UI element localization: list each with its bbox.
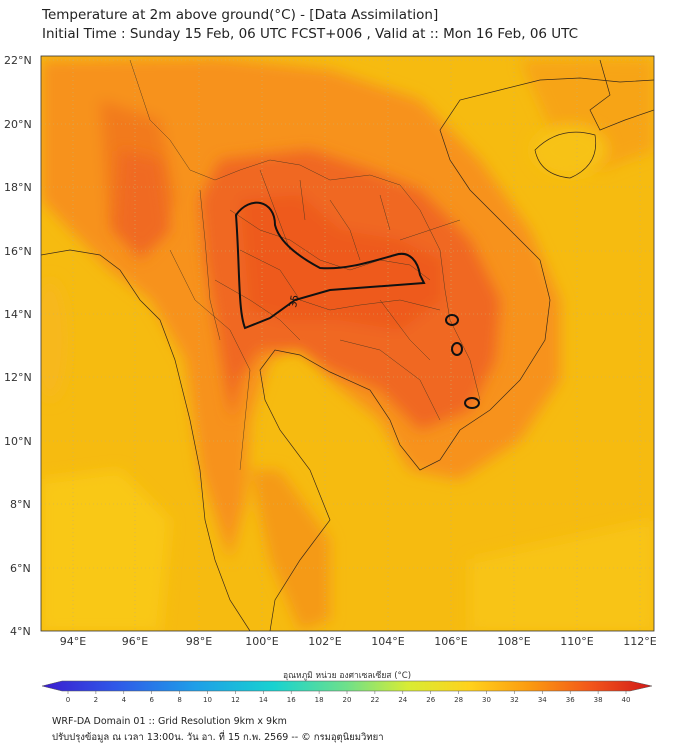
colorbar-tick-label: 20 <box>343 696 352 704</box>
colorbar-tick-label: 18 <box>315 696 324 704</box>
lat-tick: 4°N <box>10 625 31 638</box>
lat-tick: 16°N <box>4 245 32 258</box>
lon-tick: 98°E <box>186 635 212 648</box>
lat-tick: 20°N <box>4 118 32 131</box>
lon-axis: 94°E 96°E 98°E 100°E 102°E 104°E 106°E 1… <box>60 635 657 648</box>
colorbar-tick-label: 30 <box>482 696 491 704</box>
chart-title: Temperature at 2m above ground(°C) - [Da… <box>42 7 439 23</box>
lon-tick: 108°E <box>497 635 530 648</box>
colorbar-tick-label: 14 <box>259 696 268 704</box>
colorbar-ticks: 0 2 4 6 8 10 12 14 16 18 20 22 24 26 28 30 32 34 36 38 40 <box>66 691 631 704</box>
lon-tick: 112°E <box>623 635 656 648</box>
lon-tick: 96°E <box>122 635 148 648</box>
lat-tick: 6°N <box>10 562 31 575</box>
colorbar-tick-label: 24 <box>398 696 407 704</box>
colorbar-tick-label: 32 <box>510 696 519 704</box>
colorbar-tick-label: 36 <box>566 696 575 704</box>
lon-tick: 104°E <box>371 635 404 648</box>
lon-tick: 110°E <box>560 635 593 648</box>
lon-tick: 102°E <box>308 635 341 648</box>
lon-tick: 100°E <box>245 635 278 648</box>
lat-tick: 22°N <box>4 54 32 67</box>
colorbar-tick-label: 12 <box>231 696 240 704</box>
map-figure: 35 4°N 6°N 8°N 10°N 12°N 14°N 16°N 18°N … <box>4 54 657 704</box>
lat-tick: 14°N <box>4 308 32 321</box>
colorbar-tick-label: 10 <box>203 696 212 704</box>
colorbar-title: อุณหภูมิ หน่วย องศาเซลเซียส (°C) <box>283 670 411 681</box>
lat-tick: 12°N <box>4 371 32 384</box>
lon-tick: 94°E <box>60 635 86 648</box>
lat-axis: 4°N 6°N 8°N 10°N 12°N 14°N 16°N 18°N 20°… <box>4 54 32 638</box>
contour-label: 35 <box>288 294 301 308</box>
chart-subtitle: Initial Time : Sunday 15 Feb, 06 UTC FCS… <box>42 26 579 42</box>
temperature-field: 35 <box>41 56 654 631</box>
colorbar-tick-label: 4 <box>122 696 127 704</box>
colorbar-tick-label: 22 <box>370 696 379 704</box>
cool-sea-area <box>41 280 68 400</box>
footer-update-info: ปรับปรุงข้อมูล ณ เวลา 13:00น. วัน อา. ที… <box>52 732 384 743</box>
lat-tick: 8°N <box>10 498 31 511</box>
footer-model-info: WRF-DA Domain 01 :: Grid Resolution 9km … <box>52 716 287 727</box>
colorbar-tick-label: 6 <box>149 696 154 704</box>
colorbar-tick-label: 16 <box>287 696 296 704</box>
colorbar-tick-label: 34 <box>538 696 547 704</box>
cool-highland-area <box>532 124 608 176</box>
lat-tick: 10°N <box>4 435 32 448</box>
colorbar-tick-label: 0 <box>66 696 70 704</box>
colorbar-tick-label: 2 <box>94 696 98 704</box>
map-frame <box>40 55 655 632</box>
map-svg: 35 4°N 6°N 8°N 10°N 12°N 14°N 16°N 18°N … <box>4 54 657 704</box>
colorbar-tick-label: 40 <box>622 696 631 704</box>
colorbar <box>41 680 653 692</box>
cool-sea-area <box>470 520 654 631</box>
colorbar-tick-label: 8 <box>177 696 181 704</box>
admin-borders <box>129 59 481 471</box>
colorbar-tick-label: 28 <box>454 696 463 704</box>
colorbar-tick-label: 38 <box>594 696 603 704</box>
cool-sea-area <box>41 470 170 631</box>
coastlines <box>41 59 654 631</box>
lon-tick: 106°E <box>434 635 467 648</box>
colorbar-tick-label: 26 <box>426 696 435 704</box>
contour-35c <box>234 201 480 409</box>
lat-tick: 18°N <box>4 181 32 194</box>
